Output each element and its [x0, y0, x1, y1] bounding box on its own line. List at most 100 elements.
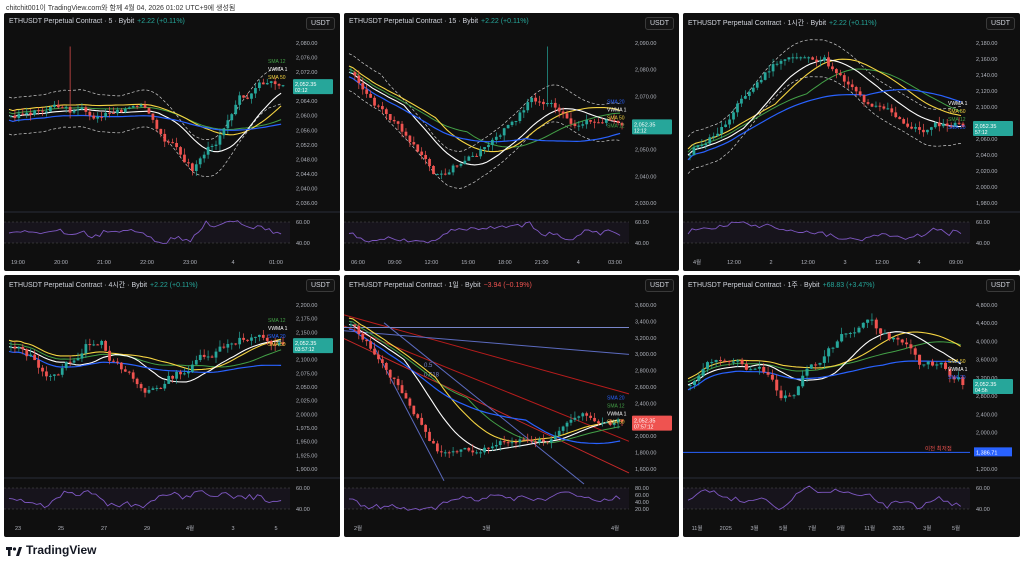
price-axis-tick: 2,800.00 — [635, 369, 656, 375]
candle-body — [906, 123, 910, 127]
candle-body — [202, 354, 206, 357]
symbol-label: ETHUSDT Perpetual Contract · 1일 · Bybit — [349, 282, 481, 289]
chart-panel-5m[interactable]: 2,080.002,076.002,072.002,068.002,064.00… — [4, 13, 340, 271]
candle-body — [373, 348, 376, 355]
indicator-label: SMA 20 — [948, 125, 966, 131]
candle-body — [104, 112, 107, 117]
price-axis-tick: 2,050.00 — [296, 385, 317, 391]
rsi-band — [4, 488, 290, 509]
candle-body — [803, 57, 807, 59]
candle-body — [424, 424, 427, 432]
candle-body — [929, 127, 933, 130]
bar-countdown: 12:12 — [634, 128, 647, 134]
time-axis-tick: 23:00 — [183, 260, 197, 266]
rsi-line — [687, 485, 961, 511]
candle-body — [902, 119, 906, 124]
candle-body — [151, 388, 155, 390]
candle-body — [961, 123, 965, 127]
candle-body — [108, 112, 111, 114]
candle-body — [384, 109, 388, 115]
candle-body — [21, 346, 25, 350]
candle-body — [692, 380, 697, 386]
candle-body — [119, 362, 123, 370]
time-axis-tick: 23 — [15, 526, 21, 532]
candle-body — [123, 369, 127, 372]
candle-body — [210, 145, 214, 147]
candle-body — [530, 97, 534, 103]
candle-body — [451, 165, 455, 173]
rsi-band — [683, 488, 970, 509]
candle-body — [747, 91, 751, 96]
chart-panel-15m[interactable]: 2,090.002,080.002,070.002,060.002,050.00… — [344, 13, 679, 271]
candle-body — [573, 417, 577, 420]
candle-body — [183, 373, 186, 375]
candle-body — [265, 82, 269, 85]
currency-button[interactable]: USDT — [305, 279, 335, 292]
currency-button[interactable]: USDT — [985, 17, 1015, 30]
chart-canvas[interactable]: 3,600.00 3,400.00 3,200.00 3,000.00 2,800.00… — [344, 275, 679, 537]
chart-panel-1d[interactable]: 3,600.00 3,400.00 3,200.00 3,000.00 2,800.00… — [344, 275, 679, 537]
price-axis-tick: 2,072.00 — [296, 70, 317, 76]
chart-canvas[interactable]: 2,080.002,076.002,072.002,068.002,064.00… — [4, 13, 340, 271]
candle-body — [827, 57, 830, 67]
bar-countdown: 03:57:12 — [295, 347, 315, 353]
candle-body — [349, 72, 353, 74]
candle-body — [100, 340, 104, 345]
candle-body — [861, 322, 865, 328]
candle-body — [76, 358, 80, 361]
candle-body — [857, 327, 861, 333]
indicator-label: SMA 50 — [948, 359, 966, 365]
price-axis-tick: 2,040.00 — [976, 153, 997, 159]
chart-canvas[interactable]: 2,090.002,080.002,070.002,060.002,050.00… — [344, 13, 679, 271]
candle-body — [194, 360, 198, 365]
bollinger-upper — [687, 39, 962, 137]
currency-button[interactable]: USDT — [985, 279, 1015, 292]
candle-body — [123, 108, 127, 113]
time-axis-tick: 09:00 — [949, 260, 963, 266]
time-axis-tick: 4월 — [186, 524, 194, 532]
tradingview-logo-icon — [6, 544, 22, 556]
candle-body — [404, 131, 408, 136]
candle-body — [88, 111, 92, 116]
sma-200-line — [348, 76, 621, 143]
candle-body — [277, 342, 281, 346]
price-axis-tick: 2,100.00 — [296, 358, 317, 364]
price-axis-tick: 2,056.00 — [296, 128, 317, 134]
candle-body — [530, 439, 534, 442]
chart-panel-4h[interactable]: 2,200.002,175.002,150.002,125.002,100.00… — [4, 275, 340, 537]
chart-canvas[interactable]: 2,180.00 2,160.00 2,140.00 2,120.00 2,100.00… — [683, 13, 1020, 271]
candle-body — [159, 387, 163, 389]
rsi-axis-tick: 60.00 — [976, 220, 990, 226]
candle-body — [424, 154, 427, 160]
chart-canvas[interactable]: 4,800.00 4,400.00 4,000.00 3,600.00 3,200.00… — [683, 275, 1020, 537]
current-price: 2,052.35 — [634, 122, 655, 128]
currency-button[interactable]: USDT — [644, 17, 674, 30]
candle-body — [353, 324, 357, 326]
sma-50-line — [687, 58, 962, 150]
time-axis-tick: 12:00 — [727, 260, 741, 266]
indicator-label: SMA 12 — [948, 117, 966, 123]
currency-button[interactable]: USDT — [305, 17, 335, 30]
candle-body — [432, 440, 435, 444]
candle-body — [896, 337, 900, 340]
candle-body — [250, 337, 253, 341]
chart-panel-1w[interactable]: 4,800.00 4,400.00 4,000.00 3,600.00 3,200.00… — [683, 275, 1020, 537]
candle-body — [494, 445, 498, 447]
candle-body — [64, 361, 68, 369]
candle-body — [846, 81, 850, 85]
candle-body — [76, 109, 80, 111]
candle-body — [187, 162, 190, 164]
price-axis-tick: 2,044.00 — [296, 172, 317, 178]
time-axis-tick: 7월 — [808, 524, 816, 532]
vwma-line — [687, 331, 962, 386]
candle-body — [261, 82, 265, 85]
candle-body — [56, 104, 60, 108]
candle-body — [593, 121, 596, 123]
candle-body — [108, 350, 111, 361]
candle-body — [948, 368, 952, 377]
chart-canvas[interactable]: 2,200.002,175.002,150.002,125.002,100.00… — [4, 275, 340, 537]
candle-body — [939, 362, 943, 365]
currency-button[interactable]: USDT — [644, 279, 674, 292]
candle-body — [377, 354, 380, 360]
chart-panel-1h[interactable]: 2,180.00 2,160.00 2,140.00 2,120.00 2,100.00… — [683, 13, 1020, 271]
